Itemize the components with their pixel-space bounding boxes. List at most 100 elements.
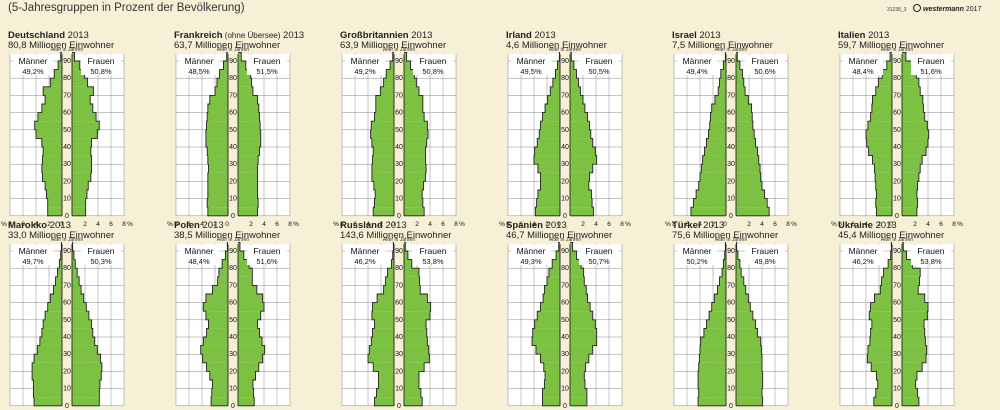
population-label: 7,5 Millionen Einwohner (672, 40, 773, 51)
y-tick-label: 80 (893, 265, 901, 272)
label-box-women (247, 55, 287, 75)
bar-men (532, 337, 560, 346)
bar-women (404, 371, 419, 380)
bar-men (711, 302, 726, 312)
y-tick-label: 30 (63, 161, 71, 168)
y-tick-label: 70 (893, 282, 901, 289)
bar-women (570, 354, 589, 363)
bar-women (72, 302, 87, 312)
y-tick-label: 20 (229, 178, 237, 185)
bar-men (867, 345, 892, 355)
bar-women (238, 319, 258, 329)
outline-women (238, 51, 262, 217)
bar-women (72, 78, 88, 87)
bar-men (380, 86, 394, 96)
y-tick-label: 90 (229, 248, 237, 255)
label-box-women (745, 245, 785, 265)
y-tick-label: 60 (727, 110, 735, 117)
women-share: 51,6% (920, 67, 942, 76)
men-share: 49,2% (22, 67, 44, 76)
country-name: Frankreich (174, 30, 223, 41)
x-tick-label: 8 (340, 221, 344, 228)
bar-men (50, 78, 62, 87)
bar-men (871, 319, 892, 329)
country-name: Türkei (672, 220, 701, 231)
y-tick-label: 90 (395, 58, 403, 65)
label-box-men (179, 55, 219, 75)
bar-women (736, 294, 749, 303)
bar-men (888, 259, 892, 269)
bar-men (556, 251, 560, 260)
y-tick-label: 90 (893, 248, 901, 255)
panel-title: Spanien 2013 (506, 220, 567, 231)
census-year: 2013 (383, 220, 407, 231)
bar-men (534, 319, 560, 329)
bar-women (72, 112, 97, 122)
x-tick-label: 6 (773, 221, 777, 228)
bar-men (47, 198, 62, 208)
bar-women (902, 207, 917, 216)
women-label: Frauen (254, 56, 281, 66)
bar-men (890, 251, 892, 260)
y-tick-label: 10 (727, 196, 735, 203)
bar-men (207, 181, 228, 190)
bar-men (53, 285, 62, 294)
outline-women (72, 241, 103, 407)
bar-women (72, 311, 89, 320)
bar-men (542, 397, 560, 406)
bar-women (238, 337, 263, 346)
country-name: Großbritannien (340, 30, 409, 41)
bar-women (570, 294, 588, 303)
men-share: 46,2% (354, 257, 376, 266)
x-tick-label: % (625, 221, 631, 228)
y-tick-label: 10 (893, 386, 901, 393)
bar-women (570, 155, 597, 165)
bar-men (390, 61, 394, 70)
x-tick-label: 8 (288, 221, 292, 228)
x-tick-label: % (831, 221, 837, 228)
men-share: 49,4% (686, 67, 708, 76)
bar-women (72, 172, 91, 182)
bar-men (698, 388, 726, 398)
bar-men (33, 388, 62, 398)
label-box-men (179, 245, 219, 265)
bar-women (238, 164, 258, 173)
bar-men (534, 147, 560, 156)
bar-men (543, 362, 560, 372)
bar-women (736, 276, 744, 286)
x-tick-label: 0 (723, 221, 727, 228)
women-label: Frauen (420, 56, 447, 66)
bar-men (60, 251, 62, 260)
bar-men (880, 285, 892, 294)
bar-women (404, 198, 423, 208)
outline-women (736, 51, 770, 217)
bar-women (238, 129, 261, 139)
bar-women (736, 354, 762, 363)
bar-men (698, 397, 726, 406)
bar-men (33, 380, 62, 389)
bar-men (211, 388, 228, 398)
census-year: 2013 (200, 220, 224, 231)
bar-men (374, 319, 394, 329)
bar-women (72, 198, 86, 208)
bar-women (902, 190, 917, 199)
women-share: 49,8% (754, 257, 776, 266)
country-name: Russland (340, 220, 383, 231)
outline-men (531, 241, 560, 407)
bar-women (238, 61, 246, 70)
bar-women (902, 138, 928, 147)
label-box-women (579, 55, 619, 75)
x-tick-label: % (1, 221, 7, 228)
bar-women (72, 354, 101, 363)
bar-women (902, 354, 927, 363)
label-box-men (843, 55, 883, 75)
bar-men (874, 294, 892, 303)
country-name: Irland (506, 30, 532, 41)
bar-men (392, 251, 394, 260)
bar-men (385, 276, 394, 286)
age-axis-label: Alter in Jahren (51, 47, 83, 53)
bar-women (736, 319, 756, 329)
label-box-men (677, 55, 717, 75)
